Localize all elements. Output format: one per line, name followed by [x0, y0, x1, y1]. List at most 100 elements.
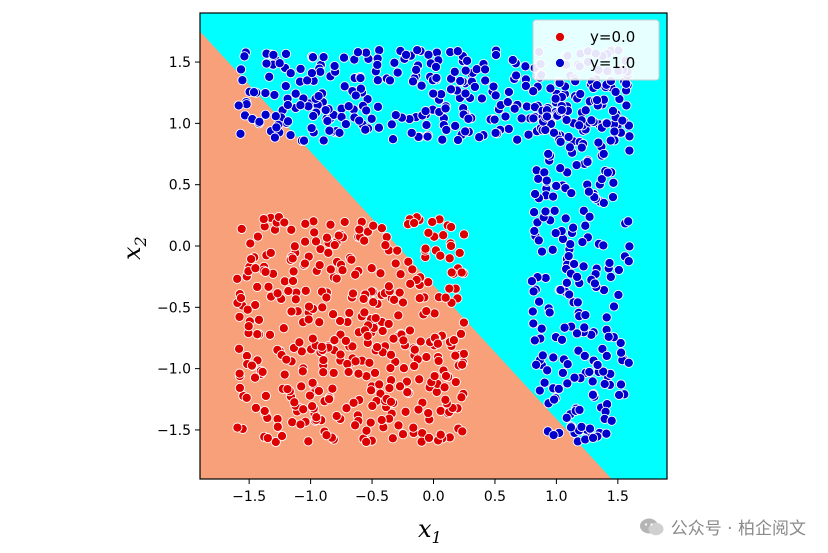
data-point-class-1 — [556, 104, 567, 116]
data-point-class-0 — [264, 329, 276, 340]
data-point-class-0 — [309, 227, 320, 238]
data-point-class-1 — [598, 366, 609, 377]
data-point-class-1 — [455, 75, 466, 87]
data-point-class-1 — [511, 70, 522, 81]
data-point-class-0 — [296, 381, 307, 392]
data-point-class-0 — [342, 358, 353, 369]
data-point-class-1 — [605, 271, 616, 282]
data-point-class-0 — [234, 368, 245, 379]
data-point-class-0 — [429, 308, 440, 319]
data-point-class-1 — [540, 124, 551, 136]
data-point-class-0 — [409, 217, 420, 229]
data-point-class-0 — [329, 240, 340, 251]
data-point-class-0 — [375, 268, 386, 279]
data-point-class-1 — [528, 318, 539, 329]
data-point-class-0 — [252, 329, 263, 340]
data-point-class-0 — [450, 350, 461, 361]
data-point-class-1 — [372, 59, 383, 70]
data-point-class-1 — [569, 258, 580, 270]
data-point-class-1 — [237, 75, 248, 86]
data-point-class-0 — [368, 220, 379, 231]
data-point-class-0 — [405, 278, 416, 289]
data-point-class-1 — [592, 359, 603, 371]
data-point-class-1 — [542, 365, 553, 376]
data-point-class-1 — [423, 49, 434, 60]
data-point-class-1 — [490, 127, 501, 138]
data-point-class-1 — [373, 122, 384, 133]
data-point-class-1 — [372, 75, 383, 86]
data-point-class-1 — [282, 99, 293, 111]
data-point-class-1 — [614, 389, 625, 401]
data-point-class-1 — [352, 47, 364, 58]
data-point-class-1 — [460, 126, 471, 137]
data-point-class-1 — [575, 88, 586, 100]
data-point-class-1 — [596, 174, 607, 185]
data-point-class-0 — [397, 429, 409, 440]
data-point-class-1 — [609, 126, 620, 137]
data-point-class-0 — [350, 420, 361, 431]
data-point-class-0 — [260, 266, 271, 277]
data-point-class-0 — [311, 412, 322, 423]
data-point-class-1 — [621, 78, 632, 89]
data-point-class-0 — [289, 241, 300, 252]
data-point-class-0 — [392, 245, 403, 256]
data-point-class-1 — [533, 235, 544, 246]
data-point-class-0 — [423, 227, 434, 238]
data-point-class-1 — [534, 296, 545, 307]
data-point-class-0 — [325, 264, 336, 275]
data-point-class-0 — [365, 417, 376, 428]
data-point-class-1 — [563, 131, 574, 143]
data-point-class-1 — [441, 124, 452, 135]
data-point-class-1 — [551, 180, 562, 191]
data-point-class-1 — [520, 80, 531, 91]
data-point-class-1 — [260, 88, 271, 99]
data-point-class-1 — [602, 167, 613, 178]
data-point-class-1 — [449, 66, 460, 77]
data-point-class-0 — [423, 277, 434, 288]
data-point-class-1 — [350, 90, 361, 101]
data-point-class-0 — [385, 363, 396, 374]
data-point-class-1 — [490, 49, 502, 61]
data-point-class-1 — [580, 105, 591, 116]
data-point-class-1 — [607, 192, 619, 203]
data-point-class-0 — [423, 408, 434, 419]
data-point-class-0 — [241, 392, 252, 403]
data-point-class-1 — [564, 142, 575, 153]
data-point-class-1 — [555, 284, 566, 296]
data-point-class-0 — [340, 335, 351, 346]
data-point-class-1 — [550, 93, 561, 104]
data-point-class-0 — [376, 223, 387, 234]
data-point-class-0 — [286, 306, 297, 317]
data-point-class-0 — [369, 367, 381, 378]
data-point-class-1 — [390, 110, 401, 121]
x-tick-label: 1.0 — [545, 489, 567, 505]
data-point-class-0 — [279, 369, 290, 380]
data-point-class-0 — [307, 401, 318, 412]
data-point-class-1 — [610, 86, 621, 97]
data-point-class-0 — [295, 419, 306, 430]
data-point-class-0 — [377, 325, 388, 337]
x-tick-label: 0.0 — [422, 489, 444, 505]
data-point-class-1 — [563, 251, 574, 262]
data-point-class-1 — [548, 191, 559, 202]
data-point-class-1 — [387, 134, 399, 145]
data-point-class-1 — [374, 45, 385, 56]
data-point-class-0 — [446, 221, 457, 233]
x-tick-label: −1.0 — [294, 489, 328, 505]
data-point-class-0 — [321, 430, 332, 441]
data-point-class-0 — [389, 294, 400, 305]
data-point-class-1 — [591, 95, 603, 106]
data-point-class-1 — [565, 422, 577, 433]
data-point-class-1 — [285, 130, 296, 141]
data-point-class-1 — [559, 322, 570, 333]
data-point-class-1 — [561, 114, 572, 126]
data-point-class-1 — [264, 71, 275, 82]
data-point-class-1 — [544, 307, 555, 318]
data-point-class-0 — [314, 260, 325, 271]
data-point-class-0 — [376, 414, 387, 426]
data-point-class-0 — [427, 216, 438, 228]
data-point-class-1 — [280, 48, 292, 59]
data-point-class-0 — [440, 370, 452, 382]
data-point-class-1 — [601, 428, 612, 439]
data-point-class-1 — [530, 188, 541, 200]
